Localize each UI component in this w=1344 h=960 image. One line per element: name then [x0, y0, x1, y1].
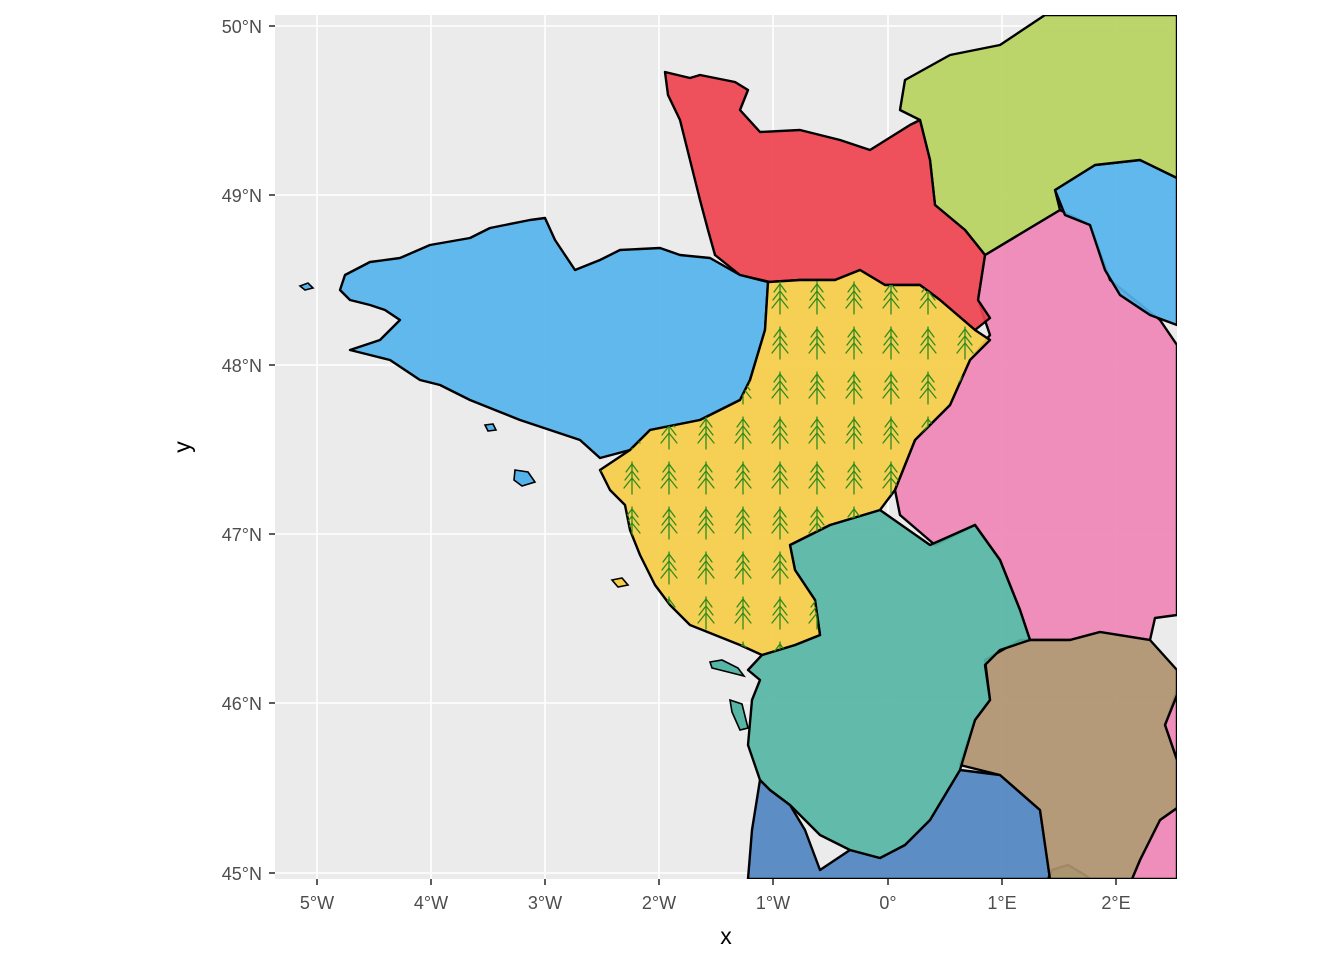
island-noirmoutier	[610, 577, 630, 588]
y-tick-label: 48°N	[222, 356, 262, 376]
pays-de-la-loire-pattern	[600, 270, 990, 655]
x-tick-label: 0°	[879, 893, 896, 913]
region-limousin	[958, 630, 1177, 879]
x-tick-label: 1°E	[987, 893, 1016, 913]
y-tick-label: 50°N	[222, 17, 262, 37]
regions	[298, 15, 1177, 879]
island-groix	[483, 423, 498, 432]
island-oleron	[728, 698, 749, 731]
y-tick-label: 47°N	[222, 525, 262, 545]
x-tick-label: 3°W	[528, 893, 562, 913]
y-tick-label: 46°N	[222, 694, 262, 714]
x-axis-title: x	[720, 923, 732, 949]
x-tick-label: 5°W	[300, 893, 334, 913]
y-tick-label: 49°N	[222, 186, 262, 206]
y-tick-label: 45°N	[222, 864, 262, 884]
x-tick-label: 2°E	[1101, 893, 1130, 913]
y-tick-labels: 45°N 46°N 47°N 48°N 49°N 50°N	[222, 17, 262, 884]
x-tick-labels: 5°W 4°W 3°W 2°W 1°W 0° 1°E 2°E	[300, 893, 1131, 913]
island-ushant	[298, 282, 315, 291]
island-belle-ile	[513, 469, 537, 487]
x-tick-label: 2°W	[642, 893, 676, 913]
island-re	[708, 659, 746, 678]
axis-ticks	[269, 25, 1117, 885]
region-normandie	[663, 70, 992, 332]
region-nouvelle-aquitaine-north	[746, 508, 1032, 860]
x-tick-label: 1°W	[756, 893, 790, 913]
x-tick-label: 4°W	[414, 893, 448, 913]
y-axis-title: y	[169, 441, 195, 453]
